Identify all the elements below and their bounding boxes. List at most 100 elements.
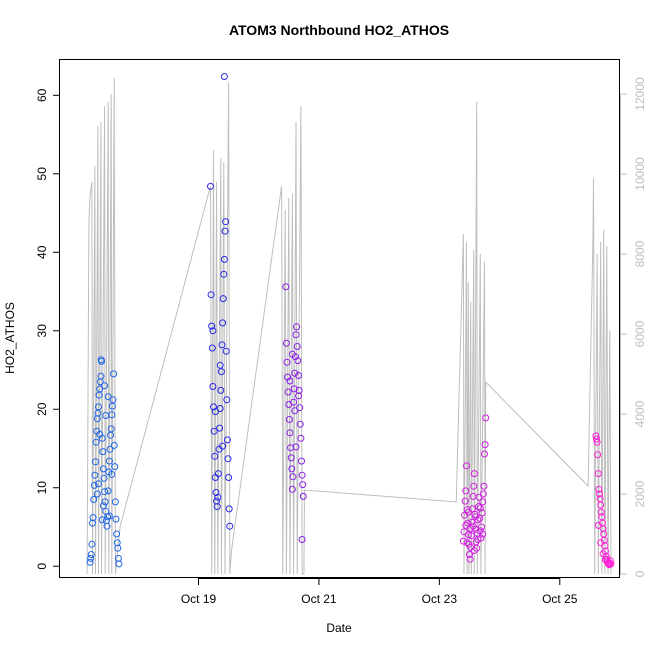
data-point xyxy=(478,509,486,517)
data-point xyxy=(207,291,215,299)
data-point xyxy=(286,377,294,385)
data-point xyxy=(217,368,225,376)
data-point xyxy=(93,490,101,498)
data-point xyxy=(216,424,224,432)
data-point xyxy=(99,465,107,473)
altitude-line xyxy=(86,77,612,575)
data-point xyxy=(293,343,301,350)
data-point xyxy=(596,490,603,498)
data-point xyxy=(462,521,470,529)
data-point xyxy=(214,493,222,501)
data-point xyxy=(468,518,476,526)
data-point xyxy=(213,503,221,511)
data-point xyxy=(103,522,111,530)
data-point xyxy=(105,512,113,520)
data-point xyxy=(597,508,605,516)
data-point xyxy=(282,283,290,291)
data-point xyxy=(295,392,302,400)
data-point xyxy=(289,473,297,481)
data-point xyxy=(96,385,104,393)
data-point xyxy=(480,482,488,490)
y2-tick-label: 12000 xyxy=(633,77,647,111)
data-point xyxy=(226,522,234,530)
data-point xyxy=(105,457,113,465)
data-point xyxy=(113,530,121,538)
data-point xyxy=(111,498,119,506)
data-point xyxy=(211,452,219,460)
data-point xyxy=(466,551,473,558)
data-point xyxy=(298,457,305,465)
data-point xyxy=(593,438,601,446)
y2-tick-label: 0 xyxy=(633,570,647,577)
data-point xyxy=(104,393,112,401)
data-point xyxy=(463,539,471,547)
data-point xyxy=(225,474,233,481)
x-axis-label: Date xyxy=(326,621,352,635)
data-point xyxy=(214,470,222,478)
x-tick-label: Oct 23 xyxy=(422,592,458,606)
data-point xyxy=(209,383,217,390)
data-point xyxy=(291,369,299,377)
data-point xyxy=(297,434,305,442)
data-point xyxy=(464,508,472,516)
data-point xyxy=(597,539,605,547)
x-tick-label: Oct 21 xyxy=(301,592,337,606)
data-point xyxy=(92,438,100,446)
data-point xyxy=(602,547,609,555)
data-point xyxy=(466,555,474,563)
data-point xyxy=(284,388,292,396)
data-point xyxy=(595,485,603,493)
y-axis: 0 10 20 30 40 50 60 xyxy=(35,88,60,570)
data-point xyxy=(106,445,114,453)
data-point xyxy=(287,454,295,462)
data-point xyxy=(287,444,295,452)
data-point xyxy=(479,530,487,538)
data-point xyxy=(292,443,300,451)
data-point xyxy=(99,448,107,456)
data-point xyxy=(207,182,214,190)
data-point xyxy=(223,396,231,404)
data-point xyxy=(104,487,112,495)
data-point xyxy=(290,385,298,393)
data-point xyxy=(220,73,228,80)
data-point xyxy=(295,372,302,379)
data-point xyxy=(606,557,614,565)
data-point xyxy=(286,429,294,437)
data-point xyxy=(462,487,470,495)
data-point xyxy=(296,404,304,412)
data-point xyxy=(91,471,99,479)
data-point xyxy=(99,502,107,510)
y2-tick-label: 8000 xyxy=(633,240,647,267)
data-point xyxy=(469,522,477,530)
data-point xyxy=(95,403,102,411)
data-point xyxy=(220,270,228,278)
data-point xyxy=(96,430,104,438)
data-point xyxy=(110,441,118,449)
data-point xyxy=(461,497,469,505)
data-point xyxy=(470,470,478,478)
data-point xyxy=(479,498,487,506)
x-tick-label: Oct 25 xyxy=(542,592,578,606)
data-point xyxy=(224,455,232,463)
data-point xyxy=(473,544,481,552)
data-point xyxy=(463,462,470,470)
data-point xyxy=(594,521,602,529)
data-point xyxy=(98,357,105,365)
data-point xyxy=(481,441,489,449)
data-point xyxy=(109,396,117,404)
data-point xyxy=(470,547,478,554)
data-point xyxy=(599,525,607,533)
data-point xyxy=(464,531,472,539)
data-point xyxy=(478,523,485,531)
data-point xyxy=(288,465,296,473)
data-point xyxy=(86,558,94,566)
data-point xyxy=(211,408,219,416)
data-point xyxy=(114,544,122,552)
data-point xyxy=(110,370,118,378)
data-point xyxy=(459,537,467,545)
data-point xyxy=(87,554,95,562)
y2-axis-altitude: 0 2000 4000 6000 8000 10000 12000 xyxy=(620,77,647,577)
ho2-points xyxy=(86,73,615,569)
y2-tick-label: 10000 xyxy=(633,157,647,191)
